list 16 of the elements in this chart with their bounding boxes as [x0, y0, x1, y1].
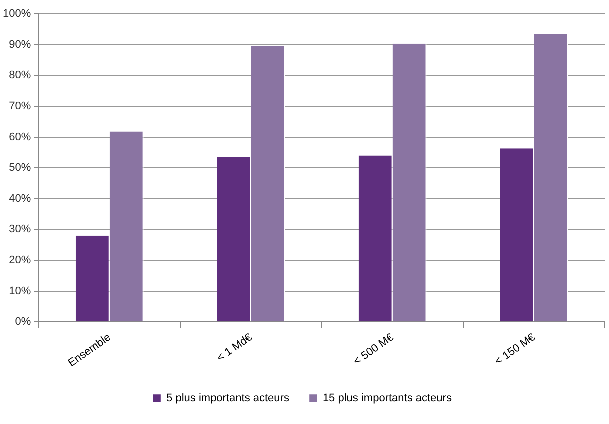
y-tick-label: 0% — [15, 316, 32, 328]
x-tick-label: < 1 Md€ — [215, 332, 255, 364]
legend-label: 15 plus importants acteurs — [322, 392, 452, 405]
y-tick-label: 60% — [9, 131, 32, 144]
y-tick-label: 10% — [9, 285, 32, 298]
y-tick-label: 70% — [9, 100, 32, 112]
y-tick-label: 90% — [9, 38, 32, 51]
y-tick-label: 50% — [9, 162, 32, 174]
y-tick-label: 40% — [9, 192, 32, 205]
x-tick-label: < 500 M€ — [352, 332, 396, 368]
y-tick-label: 20% — [9, 254, 32, 267]
x-tick-label: < 150 M€ — [493, 332, 538, 368]
y-tick-label: 100% — [2, 8, 32, 20]
legend-label: 5 plus importants acteurs — [166, 392, 290, 405]
y-tick-label: 30% — [9, 224, 32, 236]
y-tick-label: 80% — [9, 70, 32, 82]
